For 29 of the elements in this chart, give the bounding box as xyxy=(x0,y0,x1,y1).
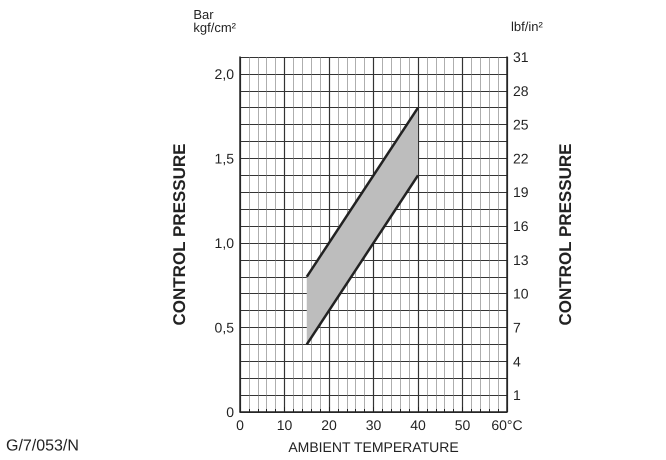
text: G/7/053/N xyxy=(6,438,79,454)
y2-tick-label: 1 xyxy=(513,387,521,404)
y2-tick-label: 31 xyxy=(513,49,529,65)
text: Bar kgf/cm² xyxy=(193,7,237,35)
y-tick-label: 1,5 xyxy=(214,150,234,166)
x-tick-label: 20 xyxy=(321,417,337,433)
y2-tick-label: 4 xyxy=(513,353,521,370)
y-tick-label: 0 xyxy=(226,404,234,420)
y2-tick-label: 16 xyxy=(513,218,529,234)
x-tick-label: 40 xyxy=(410,417,426,433)
y2-tick-label: 13 xyxy=(513,252,529,268)
y-tick-label: 1,0 xyxy=(214,234,234,251)
y2-tick-label: 22 xyxy=(513,150,529,166)
y2-tick-label: 25 xyxy=(513,116,529,133)
y2-tick-label: 28 xyxy=(513,82,529,99)
y-axis-title: CONTROL PRESSURE xyxy=(170,144,189,326)
y2-tick-label: 10 xyxy=(513,286,529,302)
y2-tick-label: 7 xyxy=(513,319,521,336)
x-tick-label: 50 xyxy=(454,417,470,433)
x-tick-label: 0 xyxy=(236,417,244,433)
text: lbf/in² xyxy=(511,19,544,34)
y2-axis-title: CONTROL PRESSURE xyxy=(556,144,575,326)
y2-tick-label: 19 xyxy=(513,184,529,200)
x-tick-label: 30 xyxy=(366,417,382,433)
y-tick-label: 0,5 xyxy=(214,319,234,336)
x-axis-title: AMBIENT TEMPERATURE xyxy=(288,439,459,455)
y-tick-label: 2,0 xyxy=(214,66,234,82)
x-tick-label: 60°C xyxy=(491,417,523,433)
x-tick-label: 10 xyxy=(276,417,292,433)
